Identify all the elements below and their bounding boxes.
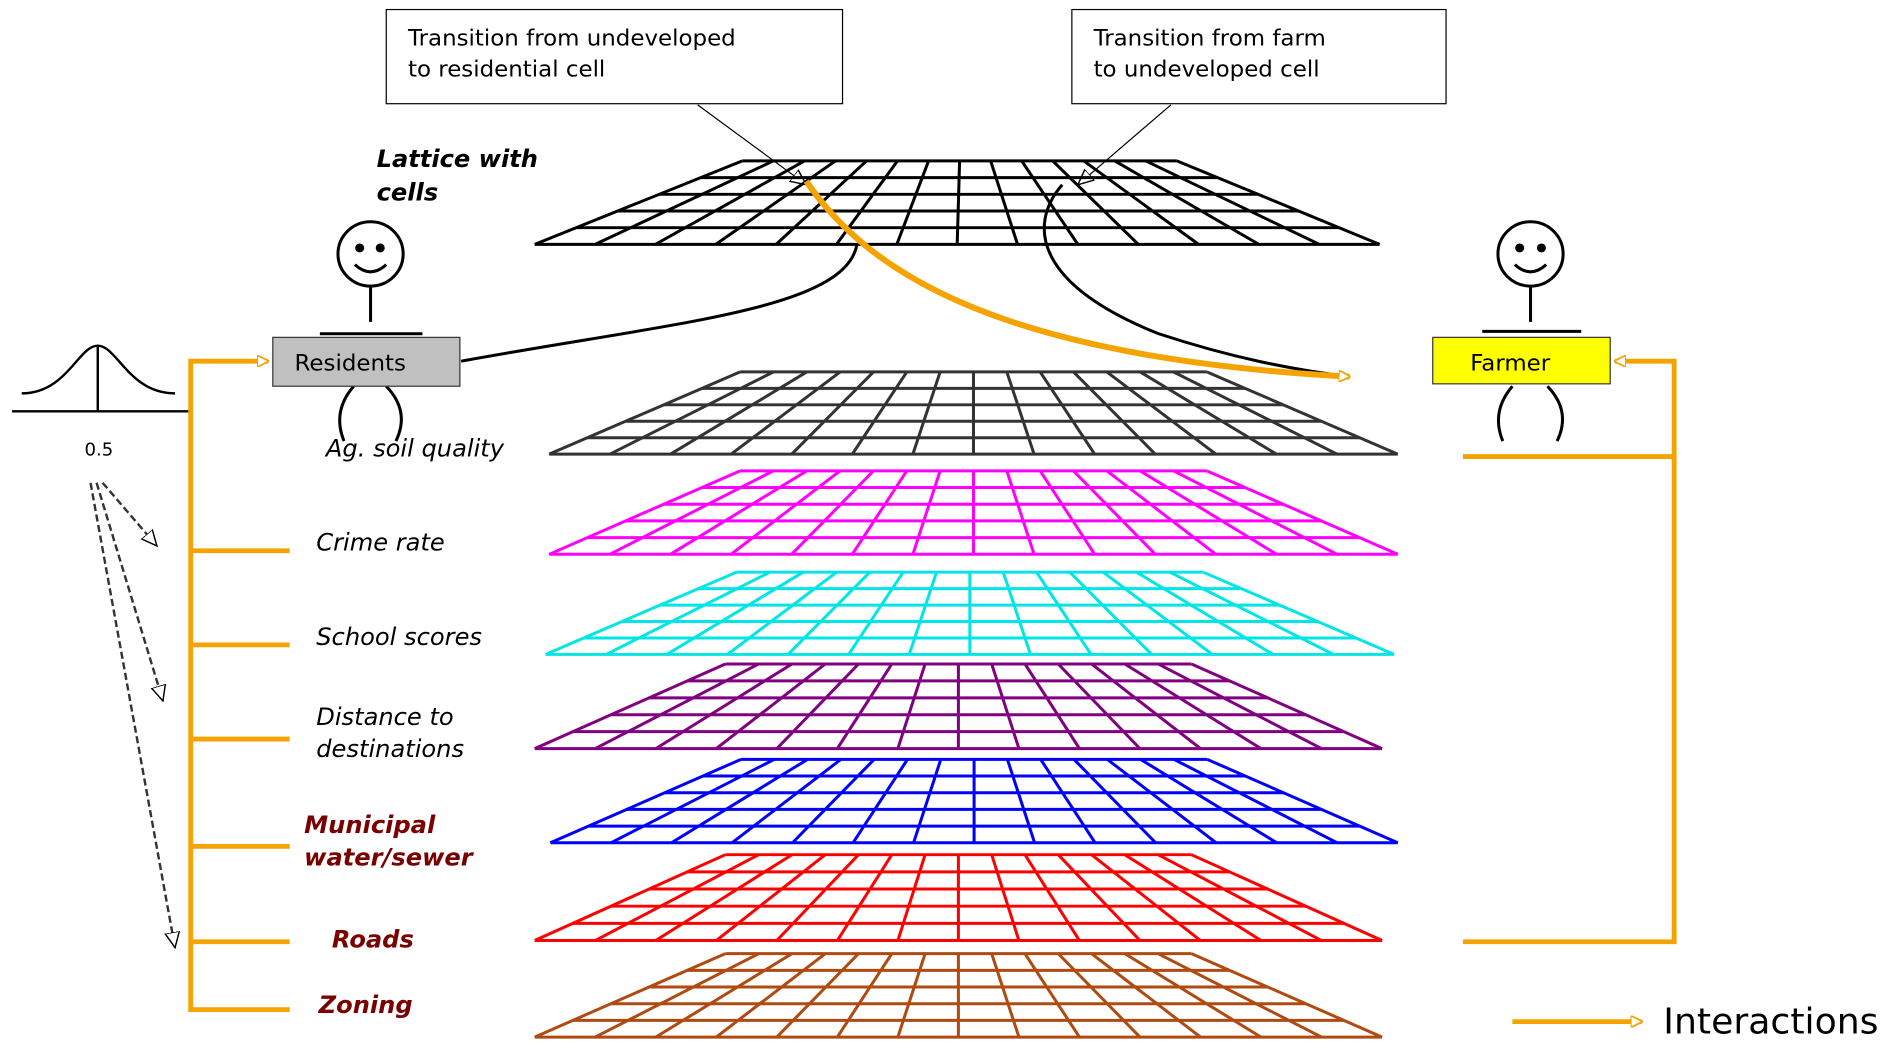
lattice-col [1007,372,1034,454]
lattice [549,471,1398,554]
callout-text: to undeveloped cell [1094,56,1320,82]
layer-label: Municipal [304,811,436,839]
farmer-label: Farmer [1470,351,1551,377]
lattice-col [898,954,925,1037]
layer-label: School scores [316,623,482,651]
lattice-col [1115,161,1259,244]
layer-label: Roads [332,926,414,954]
layer-label: Zoning [318,991,413,1019]
farmer-figure [1482,222,1581,441]
callout-pointer [1078,105,1171,185]
lattice-col [1007,759,1034,842]
layer-label: destinations [316,735,464,763]
lattice-col [992,664,1019,749]
lattice [550,759,1397,842]
lattice-col [1207,372,1398,454]
callout-text: Transition from farm [1093,25,1326,51]
lattice-col [1207,759,1398,842]
lattice [549,372,1398,454]
layer-label: water/sewer [304,844,475,872]
lattice-col [546,572,737,654]
sampling-arrows [91,483,175,948]
distribution-label: 0.5 [84,439,113,460]
layer-label: Distance to [316,703,453,731]
lattice-col [1177,161,1380,244]
lattice-col [535,664,726,749]
layer-label: Ag. soil quality [324,435,505,463]
lattice-col [1003,572,1030,654]
lattice [546,572,1395,654]
lattice-col [1191,664,1382,749]
lattice-col [716,161,836,244]
lattice [535,954,1382,1037]
lattice-col [1084,161,1199,244]
lattice-col [913,471,940,554]
residents-label: Residents [295,351,406,377]
lattice-col [1203,572,1394,654]
lattice-col [535,855,726,941]
lattice-col [595,161,773,244]
lattice-label: cells [377,178,439,206]
lattice-col [535,954,726,1037]
lattice-col [909,572,936,654]
lattice-col [897,161,929,244]
lattice-col [992,954,1019,1037]
legend-label: Interactions [1663,1002,1878,1043]
callout-text: to residential cell [408,56,605,82]
lattice-col [1007,471,1034,554]
lattice-col [957,161,959,244]
grids [535,161,1398,1037]
lattice-col [549,372,740,454]
callout-text: Transition from undeveloped [407,25,736,51]
diagram: Transition from undeveloped to residenti… [0,0,1883,1049]
lattice-col [913,372,940,454]
lattice [535,664,1382,749]
lattice-col [914,759,941,842]
lattice-col [1146,161,1319,244]
lattice [535,855,1382,941]
lattice-col [1207,471,1398,554]
link-curve [461,244,857,361]
lattice-col [550,759,741,842]
lattice-col [535,161,743,244]
lattice-col [898,664,925,749]
lattice-col [549,471,740,554]
lattice [535,161,1380,244]
lattice-col [992,855,1019,941]
lattice-col [1053,161,1139,244]
resident-figure [320,222,423,441]
lattice-col [1191,855,1382,941]
lattice-col [991,161,1018,244]
lattice-col [1191,954,1382,1037]
layer-label: Crime rate [316,529,445,557]
lattice-col [898,855,925,941]
lattice-col [655,161,804,244]
lattice-label: Lattice with [377,145,538,173]
